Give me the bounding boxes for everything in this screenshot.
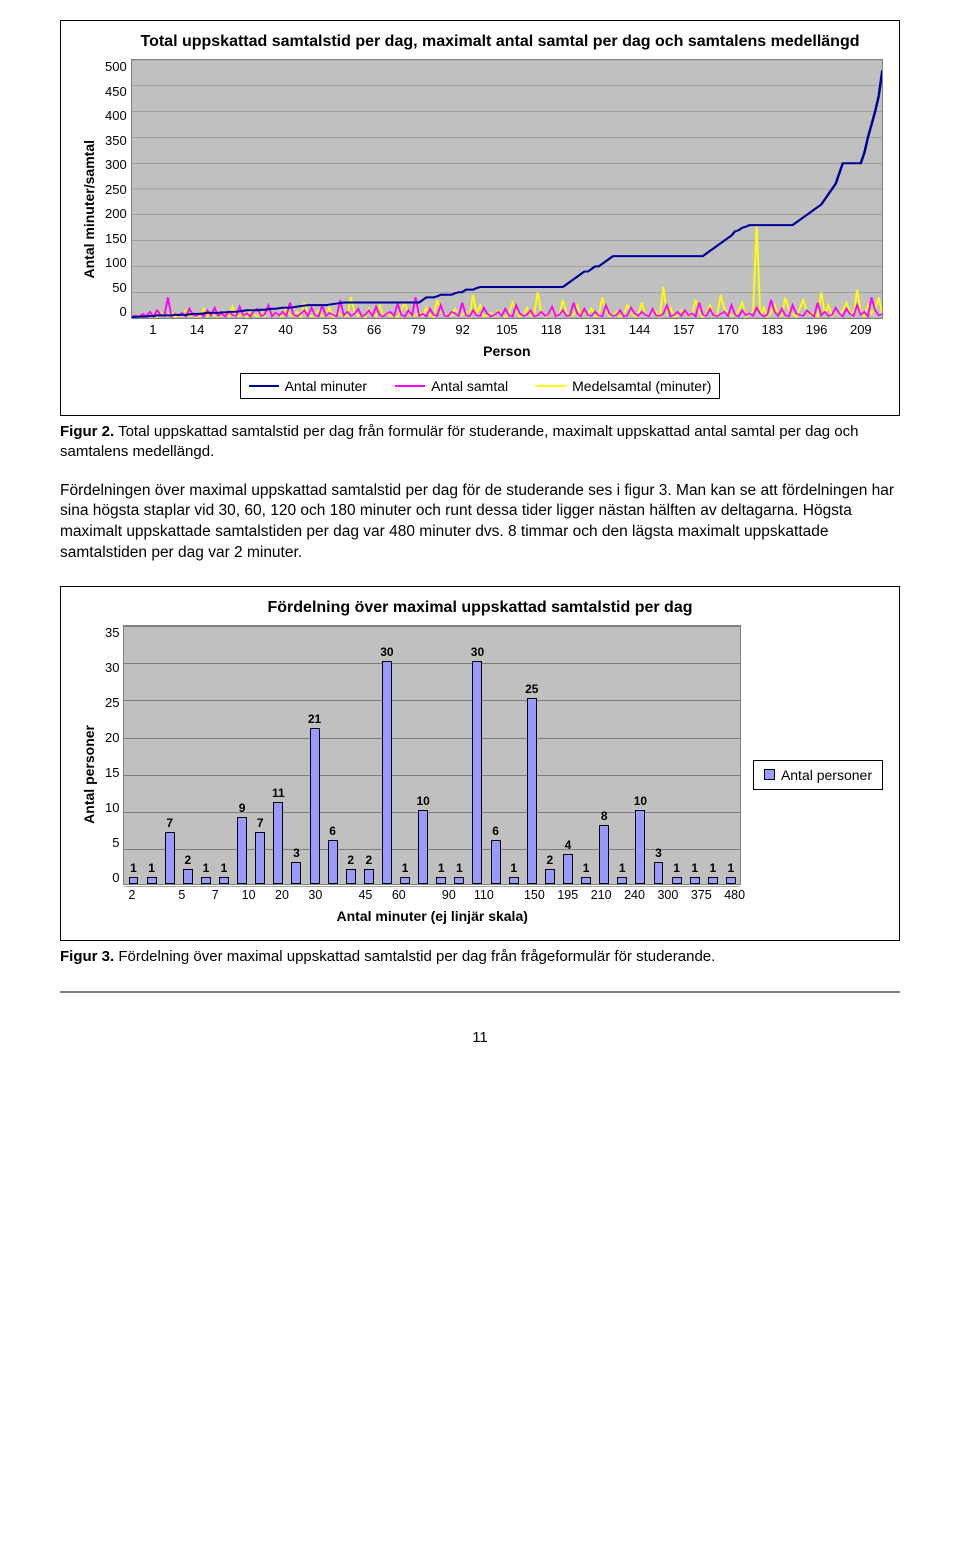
bar — [255, 832, 265, 884]
legend-label: Antal samtal — [431, 378, 508, 394]
body-paragraph: Fördelningen över maximal uppskattad sam… — [60, 481, 900, 565]
page: Total uppskattad samtalstid per dag, max… — [0, 0, 960, 1086]
bar — [509, 877, 519, 884]
bar — [310, 728, 320, 884]
bar — [708, 877, 718, 884]
bar — [491, 840, 501, 885]
bar — [654, 862, 664, 884]
bar — [672, 877, 682, 884]
chart2-yticks: 35302520151050 — [101, 625, 123, 885]
chart2-title: Fördelning över maximal uppskattad samta… — [77, 599, 883, 617]
bar — [400, 877, 410, 884]
page-number: 11 — [60, 1029, 900, 1046]
legend-swatch — [764, 769, 775, 780]
chart1-plot — [131, 59, 883, 319]
chart2-legend: Antal personer — [753, 760, 883, 790]
bar — [599, 825, 609, 884]
figure3-caption: Figur 3. Fördelning över maximal uppskat… — [60, 947, 900, 967]
figure2-caption: Figur 2. Total uppskattad samtalstid per… — [60, 422, 900, 463]
bar — [635, 810, 645, 884]
chart1-xticks: 1142740536679921051181311441571701831962… — [131, 322, 883, 337]
chart1-yticks: 500450400350300250200150100500 — [101, 59, 131, 319]
bar — [581, 877, 591, 884]
bar — [617, 877, 627, 884]
legend-label: Antal personer — [781, 767, 872, 783]
bar — [472, 661, 482, 884]
bar — [291, 862, 301, 884]
chart2-xlabel: Antal minuter (ej linjär skala) — [123, 908, 740, 924]
bar — [273, 802, 283, 884]
bar — [147, 877, 157, 884]
legend-label: Antal minuter — [285, 378, 367, 394]
caption-text: Fördelning över maximal uppskattad samta… — [114, 948, 715, 965]
caption-label: Figur 2. — [60, 423, 114, 440]
bar — [563, 854, 573, 884]
bar — [436, 877, 446, 884]
caption-label: Figur 3. — [60, 948, 114, 965]
bar — [183, 869, 193, 884]
bar — [201, 877, 211, 884]
bar — [129, 877, 139, 884]
page-divider — [60, 991, 900, 993]
bar — [328, 840, 338, 885]
bar — [545, 869, 555, 884]
chart2-xticks: 257102030456090110150195210240300375480 — [123, 888, 740, 902]
legend-label: Medelsamtal (minuter) — [572, 378, 711, 394]
bar — [690, 877, 700, 884]
bar — [726, 877, 736, 884]
bar — [382, 661, 392, 884]
chart2-plot: 1172119711321622301101130612524181103111… — [123, 625, 740, 885]
bar — [165, 832, 175, 884]
chart1-title: Total uppskattad samtalstid per dag, max… — [77, 33, 883, 51]
caption-text: Total uppskattad samtalstid per dag från… — [60, 423, 858, 460]
bar — [418, 810, 428, 884]
chart1-ylabel: Antal minuter/samtal — [77, 140, 101, 278]
bar — [346, 869, 356, 884]
legend-antal-minuter: Antal minuter — [249, 378, 367, 394]
chart1-frame: Total uppskattad samtalstid per dag, max… — [60, 20, 900, 416]
bar — [237, 817, 247, 884]
bar — [364, 869, 374, 884]
legend-medelsamtal: Medelsamtal (minuter) — [536, 378, 711, 394]
chart1-legend: Antal minuter Antal samtal Medelsamtal (… — [240, 373, 721, 399]
legend-antal-samtal: Antal samtal — [395, 378, 508, 394]
bar — [454, 877, 464, 884]
bar — [527, 698, 537, 884]
chart1-xlabel: Person — [131, 343, 883, 359]
chart2-frame: Fördelning över maximal uppskattad samta… — [60, 586, 900, 941]
chart2-ylabel: Antal personer — [77, 725, 101, 824]
bar — [219, 877, 229, 884]
